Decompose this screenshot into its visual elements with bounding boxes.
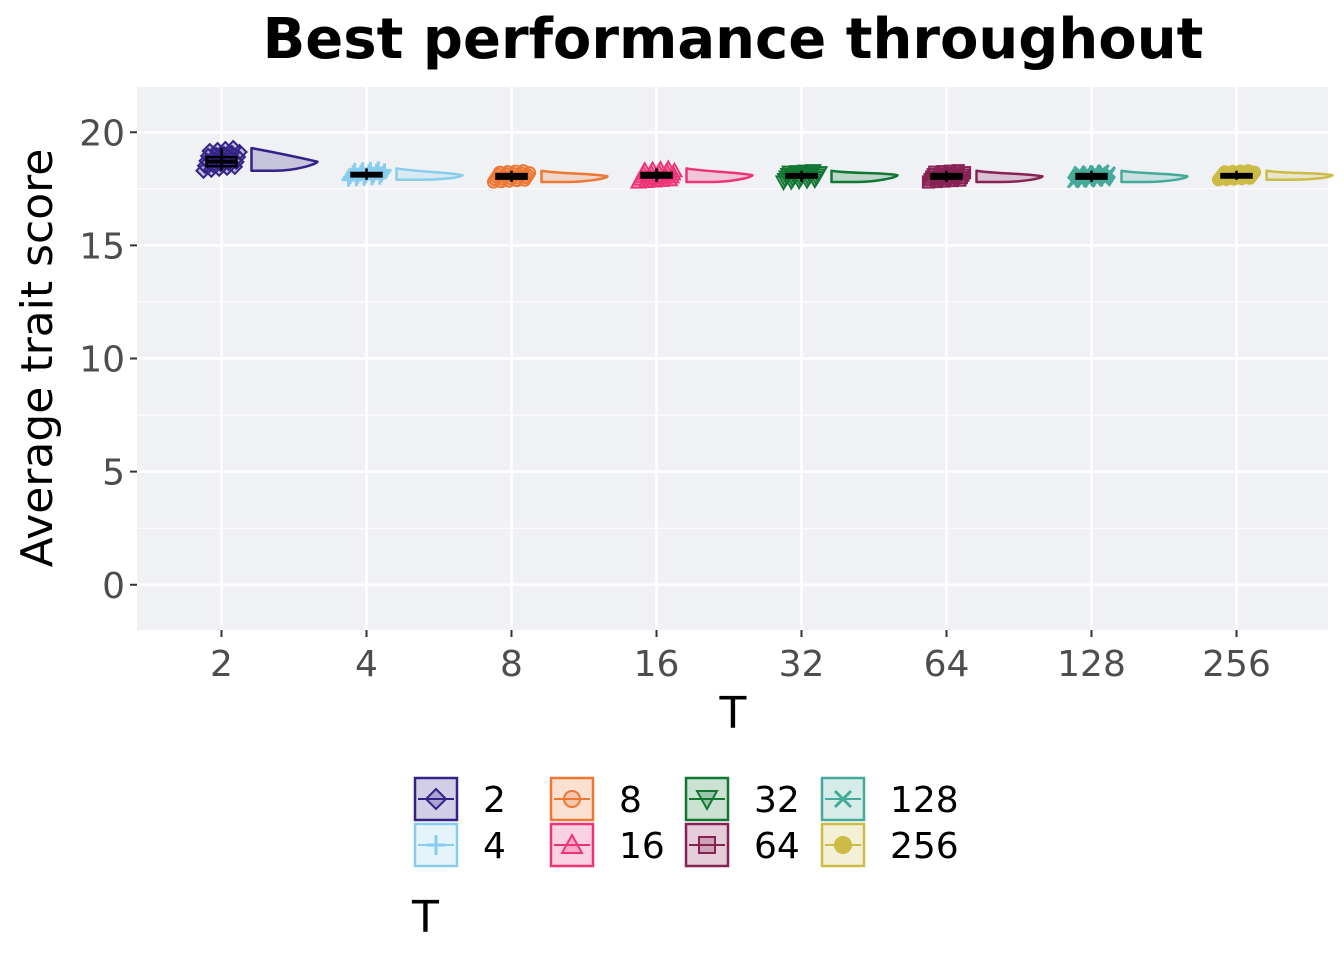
x-tick-label: 16 [634, 644, 680, 685]
legend-label: 128 [890, 780, 959, 821]
violin-8 [540, 169, 609, 184]
legend-label: 32 [754, 780, 800, 821]
point-marker [695, 790, 719, 812]
point-marker [833, 789, 853, 809]
point-marker [424, 787, 448, 811]
point-marker [698, 836, 716, 854]
x-axis: 2 4 8 16 32 64 128 256 [210, 630, 1271, 685]
legend-item-64: 64 [684, 822, 800, 868]
violin-128 [1120, 169, 1189, 184]
violin-2 [250, 146, 319, 172]
legend: 2 4 8 16 32 64 128 256 [413, 776, 959, 868]
legend-item-16: 16 [549, 822, 665, 868]
point-marker [834, 836, 852, 854]
chart-title: Best performance throughout [263, 7, 1204, 72]
series-2 [195, 139, 319, 180]
y-tick-label: 0 [102, 566, 125, 607]
x-tick-label: 4 [355, 644, 378, 685]
series-16 [629, 159, 754, 189]
series-8 [486, 164, 609, 189]
point-marker [563, 790, 581, 808]
x-axis-title: T [719, 688, 747, 739]
legend-label: 4 [483, 826, 506, 867]
legend-item-2: 2 [413, 776, 506, 822]
y-tick-label: 5 [102, 453, 125, 494]
series-4 [341, 161, 464, 187]
x-tick-label: 8 [500, 644, 523, 685]
series-256 [1211, 164, 1334, 187]
legend-title: T [411, 892, 439, 943]
x-tick-label: 256 [1202, 644, 1271, 685]
legend-item-128: 128 [820, 776, 959, 822]
gridlines [137, 87, 1328, 630]
point-marker [560, 832, 584, 854]
x-tick-label: 128 [1057, 644, 1126, 685]
legend-label: 2 [483, 780, 506, 821]
legend-label: 8 [619, 780, 642, 821]
violin-32 [830, 169, 899, 184]
legend-label: 256 [890, 826, 959, 867]
x-tick-label: 64 [924, 644, 970, 685]
legend-item-8: 8 [549, 776, 642, 822]
data-marks [195, 139, 1334, 192]
legend-item-256: 256 [820, 822, 959, 868]
legend-item-4: 4 [413, 822, 506, 868]
x-tick-label: 2 [210, 644, 233, 685]
legend-item-32: 32 [684, 776, 800, 822]
y-tick-label: 15 [79, 226, 125, 267]
y-tick-label: 20 [79, 113, 125, 154]
y-axis: 0 5 10 15 20 [79, 113, 137, 607]
series-128 [1066, 164, 1189, 189]
point-marker [426, 835, 446, 855]
legend-label: 64 [754, 826, 800, 867]
violin-256 [1265, 169, 1334, 182]
violin-16 [685, 167, 754, 184]
violin-64 [975, 169, 1044, 184]
legend-label: 16 [619, 826, 665, 867]
violin-4 [395, 167, 464, 182]
point-marker [377, 163, 392, 178]
x-tick-label: 32 [779, 644, 825, 685]
y-axis-title: Average trait score [12, 149, 63, 568]
series-32 [774, 164, 899, 192]
series-64 [921, 164, 1044, 189]
y-tick-label: 10 [79, 340, 125, 381]
